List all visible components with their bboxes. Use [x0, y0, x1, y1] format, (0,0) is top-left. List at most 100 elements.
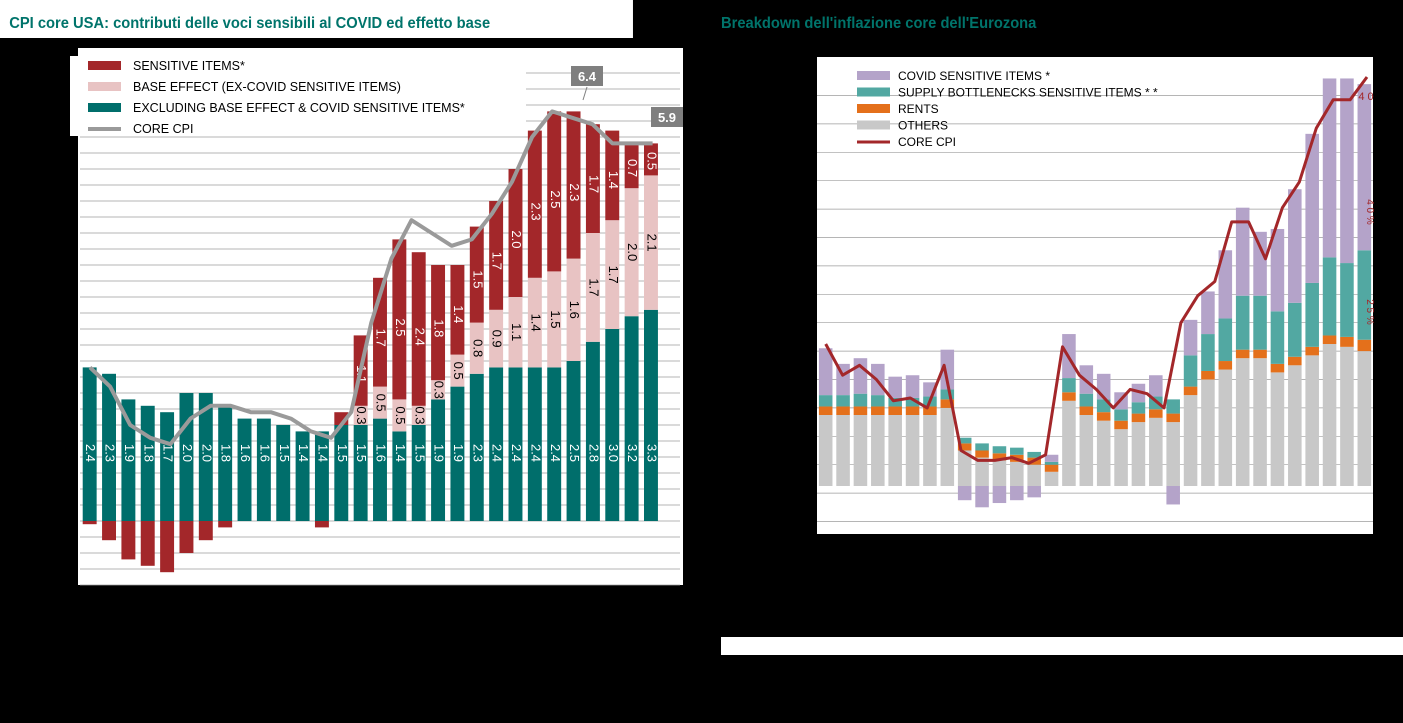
right-bar-rents [1079, 406, 1094, 415]
right-legend-label: RENTS [898, 102, 939, 116]
left-bar-excluding [353, 425, 368, 521]
left-bar-base [527, 277, 542, 368]
left-legend-box [70, 56, 526, 136]
left-bar-sensitive [489, 201, 504, 310]
left-bar-sensitive [644, 143, 658, 176]
left-bar-excluding [160, 412, 175, 521]
right-bar-others [992, 460, 1007, 486]
left-bar-label: 2.0 [199, 444, 214, 462]
left-bar-base [373, 386, 387, 419]
left-bar-excluding [121, 399, 136, 521]
left-core-cpi-line [88, 109, 653, 447]
left-bar-excluding [431, 399, 446, 521]
left-bar-label: 2.1 [645, 234, 660, 252]
right-bar-others [1166, 422, 1180, 486]
right-bar-rents [1096, 412, 1111, 421]
left-bar-label: 2.4 [509, 444, 524, 462]
left-bar-label: 2.3 [528, 203, 543, 221]
right-bar-rents [1235, 349, 1250, 359]
right-bar-covid-negative [957, 486, 972, 501]
right-bar-supply [818, 395, 833, 407]
left-bar-base [450, 354, 465, 387]
left-bar-label: 0.7 [625, 159, 640, 177]
left-bar-label: 1.8 [141, 444, 156, 462]
left-bar-label: 1.4 [296, 444, 311, 462]
left-bar-excluding [314, 431, 329, 521]
right-bar-rents [853, 406, 868, 415]
right-bar-covid [1044, 454, 1059, 462]
left-bar-base [547, 271, 562, 368]
right-bar-others [905, 415, 920, 486]
left-bar-base [644, 175, 658, 310]
left-bar-excluding [102, 373, 116, 521]
left-bar-sensitive-negative [140, 521, 155, 566]
left-bars: 2.4 2.3 1.9 1.8 1.7 2.0 2.0 1.8 1.6 1.6 1.5 1.4 1.4 1… [82, 111, 660, 573]
right-bar-others [1096, 420, 1111, 486]
left-bar-label: 1.6 [374, 444, 389, 462]
left-bar-base [566, 258, 581, 361]
right-legend-label: OTHERS [898, 119, 948, 133]
right-bar-supply [1235, 295, 1250, 350]
left-legend-swatch [88, 103, 121, 112]
left-bar-label: 1.8 [432, 319, 447, 337]
left-bar-excluding [218, 405, 233, 521]
right-bar-covid [1235, 207, 1250, 296]
right-bar-covid [1288, 189, 1302, 303]
left-bar-label: 0.3 [432, 381, 447, 399]
right-bar-rents [1218, 361, 1233, 370]
right-bar-supply [1288, 302, 1302, 357]
right-bar-others [1253, 358, 1267, 486]
left-bar-base [605, 220, 620, 329]
right-bar-supply [1357, 250, 1372, 340]
left-bar-base [469, 322, 484, 374]
left-bar-excluding [489, 367, 504, 521]
right-bar-supply [1062, 378, 1076, 393]
left-bar-label: 0.5 [451, 362, 466, 380]
left-legend-label: BASE EFFECT (EX-COVID SENSITIVE ITEMS) [133, 80, 401, 94]
right-bar-others [1079, 415, 1094, 486]
right-bar-supply [1166, 399, 1180, 414]
left-bar-label: 1.5 [277, 444, 292, 462]
left-callout-leader [582, 86, 588, 101]
right-bar-others [975, 457, 989, 486]
left-bar-sensitive [547, 111, 562, 272]
left-bar-label: 1.4 [315, 444, 330, 462]
left-bar-excluding [276, 425, 291, 521]
right-bar-others [1183, 395, 1198, 486]
left-bar-label: 3.3 [645, 444, 660, 462]
right-bar-supply [853, 393, 868, 407]
right-bar-supply [1044, 461, 1059, 465]
left-legend-label: CORE CPI [133, 122, 193, 136]
left-bar-excluding [527, 367, 542, 521]
right-bar-others [888, 415, 902, 486]
right-bar-covid [1183, 319, 1198, 356]
left-bar-excluding [198, 393, 213, 521]
right-bar-others [1149, 417, 1163, 486]
left-bar-base [489, 309, 504, 368]
left-bar-sensitive [527, 130, 542, 278]
left-bar-excluding [585, 341, 600, 521]
left-legend-swatch [88, 82, 121, 91]
right-bar-rents [1305, 346, 1319, 356]
right-legend-label: CORE CPI [898, 135, 956, 149]
right-bar-supply [1218, 318, 1233, 362]
left-bar-sensitive [508, 169, 523, 297]
left-legend: SENSITIVE ITEMS* BASE EFFECT (EX-COVID SE… [70, 56, 526, 136]
right-bar-supply [957, 437, 972, 444]
right-bar-supply [1201, 334, 1215, 371]
right-bar-supply [836, 395, 850, 407]
left-bar-label: 0.9 [490, 330, 505, 348]
left-bar-label: 3.0 [606, 444, 621, 462]
left-legend-label: EXCLUDING BASE EFFECT & COVID SENSITIVE … [133, 101, 465, 115]
left-bar-label: 1.7 [161, 444, 176, 462]
right-bar-supply [1253, 295, 1267, 350]
left-callout-box [651, 107, 683, 127]
left-bar-label: 1.7 [586, 175, 601, 193]
right-bar-supply [871, 395, 885, 407]
left-bar-label: 0.5 [393, 406, 408, 424]
right-bar-covid [1357, 84, 1372, 251]
left-bar-excluding [82, 367, 97, 521]
left-bar-sensitive-negative [198, 521, 213, 541]
left-bar-label: 2.3 [103, 444, 118, 462]
